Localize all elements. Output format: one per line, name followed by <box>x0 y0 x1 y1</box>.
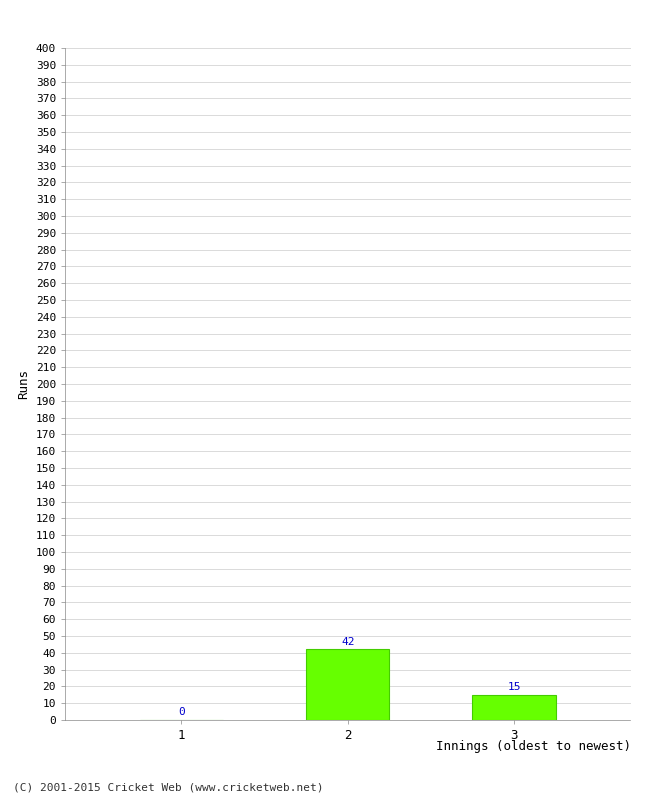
Text: 0: 0 <box>178 706 185 717</box>
Text: 42: 42 <box>341 637 354 647</box>
Bar <box>306 650 389 720</box>
Text: 15: 15 <box>507 682 521 692</box>
Text: Innings (oldest to newest): Innings (oldest to newest) <box>436 740 630 753</box>
Text: (C) 2001-2015 Cricket Web (www.cricketweb.net): (C) 2001-2015 Cricket Web (www.cricketwe… <box>13 782 324 792</box>
Bar <box>473 694 556 720</box>
Y-axis label: Runs: Runs <box>17 369 30 399</box>
